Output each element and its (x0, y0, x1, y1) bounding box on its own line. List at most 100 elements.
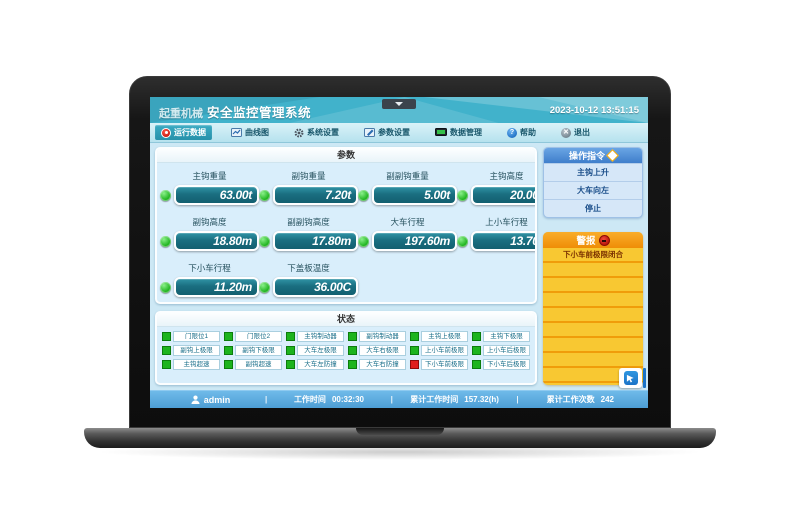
status-item: 大车左防撞 (286, 359, 344, 370)
param-label: 下盖板温度 (287, 263, 330, 273)
footer-status-bar: admin | 工作时间 00:32:30 | 累计工作时间 157.32(h)… (150, 390, 648, 408)
status-led (162, 332, 171, 341)
cursor-button[interactable] (623, 371, 638, 385)
status-label: 副钩制动器 (359, 331, 406, 342)
status-item: 门限位2 (224, 331, 282, 342)
user-info: admin (158, 395, 263, 405)
status-item: 门限位1 (162, 331, 220, 342)
title-bar: 起重机械 安全监控管理系统 2023-10-12 13:51:15 (150, 97, 648, 123)
total-time-group: 累计工作时间 157.32(h) (395, 394, 514, 405)
alarm-row-empty (543, 278, 643, 293)
work-time-label: 工作时间 (293, 395, 326, 404)
param-item: 副副钩重量 5.00t (358, 170, 457, 205)
status-label: 下小车前极限 (421, 359, 468, 370)
alarm-panel-header: 警报 (543, 232, 643, 248)
help-icon: ? (507, 127, 517, 138)
menu-item-label: 帮助 (520, 128, 536, 137)
status-label: 大车左极限 (297, 345, 344, 356)
chevron-down-icon (395, 102, 403, 106)
status-label: 主钩超速 (173, 359, 220, 370)
alarm-row-empty (543, 368, 643, 383)
param-value: 20.00m (471, 185, 535, 205)
status-label: 大车左防撞 (297, 359, 344, 370)
app-title: 起重机械 安全监控管理系统 (159, 102, 311, 121)
status-indicator-light (457, 235, 468, 247)
quick-action-widget[interactable] (619, 368, 646, 388)
username: admin (203, 394, 231, 405)
menu-item-run-data[interactable]: 运行数据 (155, 125, 212, 140)
status-indicator-light (358, 235, 369, 247)
status-label: 副钩超速 (235, 359, 282, 370)
status-label: 上小车后极限 (483, 345, 530, 356)
parameters-grid: 主钩重量 63.00t 副钩重量 7.20t 副副钩重量 5.00t (157, 163, 535, 302)
menu-item-system-settings[interactable]: 系统设置 (288, 125, 345, 140)
operation-command-panel: 操作指令 主钩上升 大车向左 停止 (543, 147, 643, 218)
param-item: 主钩高度 20.00m (457, 170, 535, 205)
menu-item-data-management[interactable]: 数据管理 (429, 125, 488, 140)
collapse-button[interactable] (382, 99, 416, 109)
param-label: 上小车行程 (485, 217, 528, 227)
total-time-label: 累计工作时间 (410, 395, 459, 404)
status-led-alarm (410, 360, 419, 369)
command-item-gantry-left[interactable]: 大车向左 (544, 181, 642, 199)
status-item: 副钩超速 (224, 359, 282, 370)
param-label: 副副钩重量 (386, 171, 429, 181)
alarm-row-empty (543, 323, 643, 338)
menu-item-label: 曲线图 (245, 128, 269, 137)
param-value: 7.20t (273, 185, 358, 205)
menu-item-help[interactable]: ? 帮助 (501, 125, 542, 140)
status-grid: 门限位1 门限位2 主钩制动器 副钩制动器 主钩上极限 主钩下极限 副钩上极限 … (157, 327, 535, 374)
total-count-label: 累计工作次数 (546, 395, 595, 404)
status-item: 主钩超速 (162, 359, 220, 370)
menu-item-exit[interactable]: ✕ 退出 (555, 125, 596, 140)
param-label: 主钩高度 (489, 171, 524, 181)
param-label: 副钩高度 (192, 217, 227, 227)
status-item: 副钩下极限 (224, 345, 282, 356)
command-item-main-hook-up[interactable]: 主钩上升 (544, 163, 642, 181)
status-led (410, 332, 419, 341)
parameters-panel: 参数 主钩重量 63.00t 副钩重量 7.20t 副副钩重量 (155, 147, 537, 304)
param-item: 副钩高度 18.80m (160, 216, 259, 251)
footer-separator: | (265, 395, 268, 404)
status-led (224, 346, 233, 355)
brand-label: 起重机械 (159, 108, 203, 120)
command-icon (606, 149, 619, 162)
status-item: 主钩下极限 (472, 331, 530, 342)
status-label: 门限位1 (173, 331, 220, 342)
status-indicator-light (457, 189, 468, 201)
menu-item-parameter-settings[interactable]: 参数设置 (358, 125, 416, 140)
status-led (286, 360, 295, 369)
status-item: 大车左极限 (286, 345, 344, 356)
param-value: 17.80m (273, 231, 358, 251)
status-led (348, 332, 357, 341)
status-item: 主钩制动器 (286, 331, 344, 342)
laptop-shadow (95, 444, 705, 460)
alarm-message: 下小车前极限闭合 (543, 248, 643, 263)
cursor-icon (626, 374, 634, 382)
param-label: 主钩重量 (192, 171, 227, 181)
menu-item-label: 退出 (574, 128, 590, 137)
main-column: 参数 主钩重量 63.00t 副钩重量 7.20t 副副钩重量 (155, 147, 537, 385)
param-label: 大车行程 (390, 217, 425, 227)
param-label: 副钩重量 (291, 171, 326, 181)
work-time-value: 00:32:30 (331, 395, 364, 404)
work-time-group: 工作时间 00:32:30 (269, 394, 388, 405)
status-led (162, 360, 171, 369)
status-led (410, 346, 419, 355)
param-item: 下小车行程 11.20m (160, 262, 259, 297)
alarm-row-empty (543, 263, 643, 278)
param-item: 下盖板温度 36.00C (259, 262, 358, 297)
menu-item-curve-chart[interactable]: 曲线图 (225, 125, 275, 140)
status-led (286, 346, 295, 355)
content-area: 参数 主钩重量 63.00t 副钩重量 7.20t 副副钩重量 (150, 142, 648, 390)
status-label: 下小车后极限 (483, 359, 530, 370)
command-item-stop[interactable]: 停止 (544, 199, 642, 217)
status-label: 主钩下极限 (483, 331, 530, 342)
param-value: 63.00t (174, 185, 259, 205)
close-icon: ✕ (561, 127, 571, 138)
alarm-panel: 警报 下小车前极限闭合 (543, 232, 643, 385)
laptop-base (84, 428, 716, 448)
chart-page-icon (231, 128, 242, 137)
status-label: 大车右防撞 (359, 359, 406, 370)
footer-separator: | (390, 395, 393, 404)
